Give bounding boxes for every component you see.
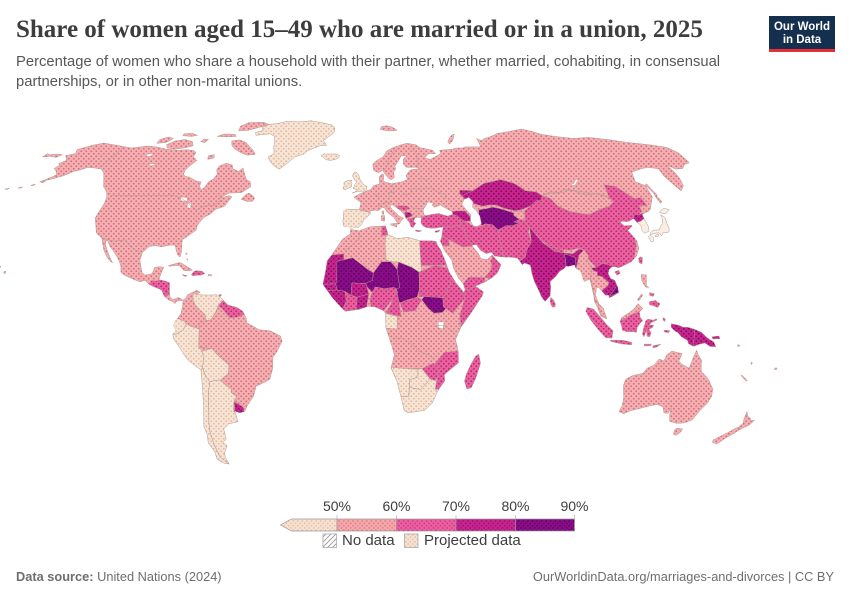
svg-text:60%: 60% (382, 498, 410, 514)
svg-text:50%: 50% (323, 498, 351, 514)
svg-text:80%: 80% (501, 498, 529, 514)
svg-text:90%: 90% (560, 498, 588, 514)
svg-text:Projected data: Projected data (424, 532, 521, 549)
svg-text:70%: 70% (442, 498, 470, 514)
svg-text:No data: No data (342, 532, 395, 549)
